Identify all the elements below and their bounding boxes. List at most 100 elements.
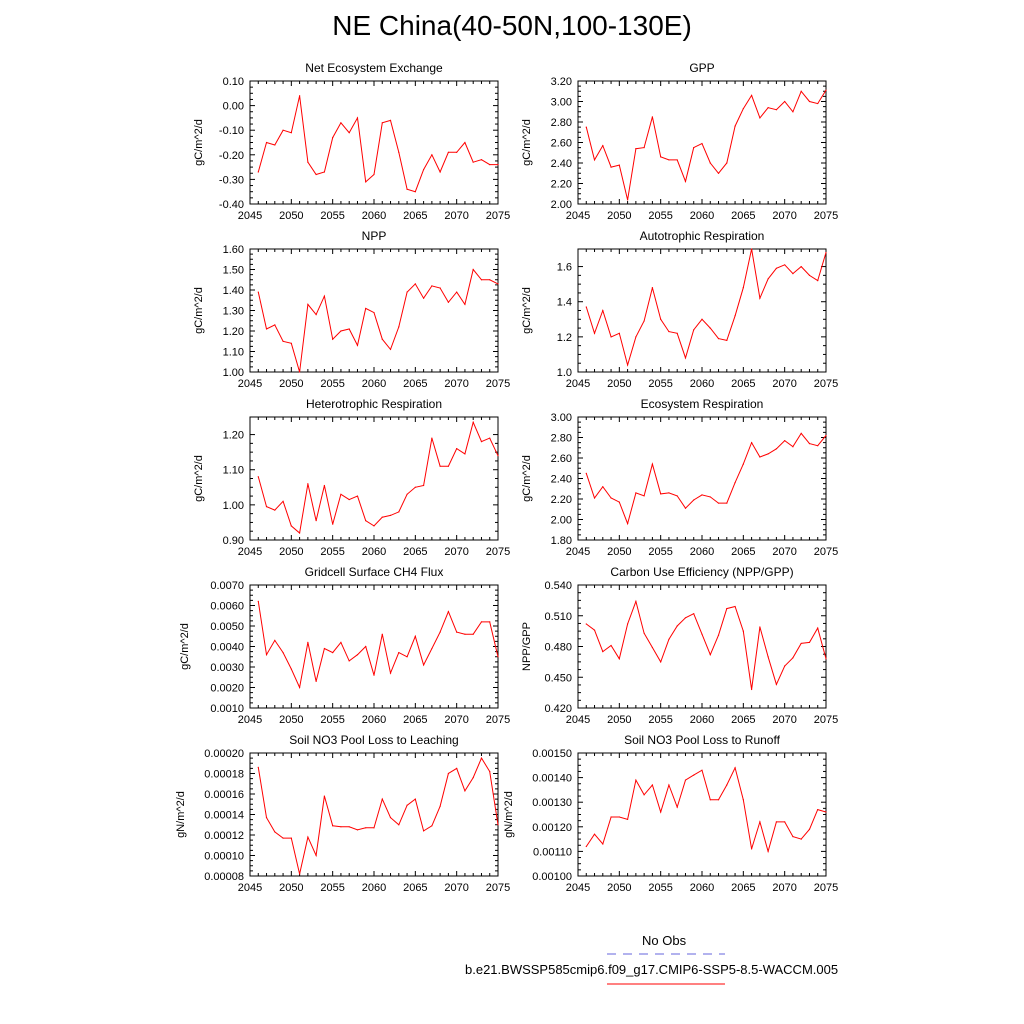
x-tick-label: 2065: [403, 882, 427, 894]
data-point: [439, 805, 441, 807]
data-point: [610, 816, 612, 818]
data-point: [348, 660, 350, 662]
x-tick-label: 2060: [362, 882, 386, 894]
data-point: [808, 443, 811, 445]
data-point: [593, 497, 596, 499]
x-tick-label: 2045: [566, 210, 590, 222]
data-point: [717, 172, 720, 174]
data-point: [480, 279, 483, 281]
x-tick-label: 2050: [607, 546, 631, 558]
data-point: [323, 795, 325, 797]
y-tick-label: 1.10: [223, 465, 244, 477]
x-tick-label: 2065: [403, 714, 427, 726]
y-tick-label: 0.00: [223, 101, 244, 113]
y-tick-label: 0.450: [544, 672, 572, 684]
y-tick-label: 2.60: [551, 138, 572, 150]
data-point: [456, 631, 458, 633]
data-point: [709, 162, 711, 164]
series-line-8: [257, 757, 499, 875]
chart-panel-4: Heterotrophic Respiration 2045 2050 2055 206…: [193, 397, 510, 558]
data-point: [825, 251, 827, 254]
data-point: [643, 632, 645, 634]
x-tick-label: 2060: [362, 378, 386, 390]
data-point: [709, 327, 711, 329]
data-point: [439, 465, 441, 467]
x-tick-label: 2075: [814, 546, 838, 558]
data-point: [668, 159, 670, 161]
data-point: [265, 654, 268, 656]
x-tick-label: 2050: [607, 210, 631, 222]
series-line-6: [257, 601, 499, 690]
data-point: [775, 448, 778, 450]
y-tick-label: 0.00140: [532, 773, 572, 785]
data-point: [290, 132, 292, 134]
data-point: [784, 665, 786, 667]
data-point: [356, 829, 359, 831]
y-tick-label: 0.00020: [204, 748, 244, 760]
data-point: [759, 821, 761, 823]
y-axis-label-9: gN/m^2/d: [503, 791, 515, 838]
chart-title-4: Heterotrophic Respiration: [306, 397, 442, 411]
data-point: [373, 173, 375, 176]
data-point: [290, 525, 292, 527]
data-point: [602, 144, 604, 147]
data-point: [315, 173, 317, 176]
y-tick-label: 0.420: [544, 703, 572, 715]
x-tick-label: 2060: [690, 210, 714, 222]
data-point: [447, 301, 449, 303]
data-point: [808, 100, 811, 103]
data-point: [701, 142, 703, 145]
data-point: [472, 633, 474, 635]
series-line-4: [257, 420, 499, 534]
data-point: [282, 652, 284, 654]
y-axis-label-0: gC/m^2/d: [193, 119, 205, 166]
data-point: [717, 634, 720, 636]
plot-frame-7: [577, 584, 827, 709]
data-point: [759, 117, 761, 119]
chart-title-2: NPP: [362, 229, 387, 243]
data-point: [759, 297, 761, 299]
data-point: [767, 453, 769, 455]
data-point: [464, 790, 466, 792]
data-point: [373, 525, 375, 527]
chart-panel-7: Carbon Use Efficiency (NPP/GPP) 2045 2050 2…: [521, 565, 838, 726]
chart-panel-5: Ecosystem Respiration 2045 2050 2055 2060 206…: [521, 397, 838, 558]
y-tick-label: 0.90: [223, 535, 244, 547]
plot-frame-5: [577, 416, 827, 541]
y-axis-label-4: gC/m^2/d: [193, 455, 205, 502]
data-point: [751, 688, 753, 691]
data-point: [792, 446, 794, 448]
data-point: [348, 498, 350, 501]
y-axis-label-6: gC/m^2/d: [179, 623, 191, 670]
x-tick-label: 2050: [279, 882, 303, 894]
data-point: [365, 181, 367, 183]
data-point: [767, 278, 769, 280]
data-point: [585, 306, 587, 308]
data-point: [365, 307, 367, 310]
data-point: [800, 265, 802, 268]
data-point: [323, 647, 325, 650]
series-line-5: [585, 432, 827, 526]
y-tick-label: 1.10: [223, 347, 244, 359]
data-point: [340, 826, 342, 828]
data-point: [767, 656, 769, 658]
data-point: [668, 638, 670, 640]
data-point: [406, 291, 408, 293]
y-tick-label: -0.40: [219, 199, 244, 211]
y-tick-label: 1.0: [557, 367, 572, 379]
data-point: [610, 166, 612, 168]
series-line-9: [585, 766, 827, 854]
data-point: [734, 482, 736, 484]
data-point: [274, 509, 276, 511]
data-point: [257, 766, 259, 768]
y-tick-label: 2.40: [551, 474, 572, 486]
data-point: [489, 621, 491, 623]
data-point: [784, 439, 786, 442]
data-point: [282, 837, 284, 839]
data-point: [668, 492, 670, 494]
x-tick-label: 2055: [648, 546, 672, 558]
data-point: [257, 291, 259, 293]
data-point: [751, 442, 753, 444]
data-point: [307, 641, 309, 644]
